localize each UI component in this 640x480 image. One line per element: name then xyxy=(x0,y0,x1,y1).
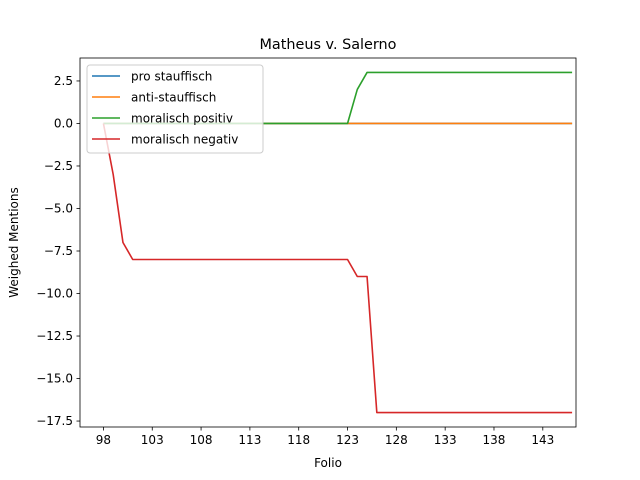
legend-label-1: anti-stauffisch xyxy=(131,90,216,104)
series-line-2 xyxy=(103,71,573,125)
series-line-3 xyxy=(102,123,573,414)
x-axis-label: Folio xyxy=(314,456,342,470)
y-tick-label-8: −17.5 xyxy=(36,414,73,428)
y-tick-label-7: −15.0 xyxy=(36,372,73,386)
x-tick-label-6: 128 xyxy=(385,433,408,447)
y-tick-label-1: 0.0 xyxy=(54,117,73,131)
x-axis: 98 103 108 113 118 123 128 133 138 143 xyxy=(96,427,554,447)
y-tick-label-0: 2.5 xyxy=(54,74,73,88)
x-tick-label-7: 133 xyxy=(434,433,457,447)
y-tick-label-5: −10.0 xyxy=(36,287,73,301)
x-tick-label-0: 98 xyxy=(96,433,111,447)
x-tick-label-2: 108 xyxy=(190,433,213,447)
y-tick-label-3: −5.0 xyxy=(44,202,73,216)
x-tick-label-1: 103 xyxy=(141,433,164,447)
legend: pro stauffisch anti-stauffisch moralisch p… xyxy=(86,64,264,154)
x-tick-label-5: 123 xyxy=(336,433,359,447)
legend-label-0: pro stauffisch xyxy=(131,69,212,83)
x-tick-label-9: 143 xyxy=(531,433,554,447)
x-tick-label-3: 113 xyxy=(238,433,261,447)
legend-label-2: moralisch positiv xyxy=(131,111,233,125)
y-tick-label-2: −2.5 xyxy=(44,159,73,173)
legend-label-3: moralisch negativ xyxy=(131,132,238,146)
y-axis: 2.5 0.0 −2.5 −5.0 −7.5 −10.0 −12.5 −15.0 −17.5 xyxy=(36,74,80,428)
x-tick-label-8: 138 xyxy=(483,433,506,447)
y-tick-label-6: −12.5 xyxy=(36,329,73,343)
plot-frame xyxy=(79,57,577,428)
y-tick-label-4: −7.5 xyxy=(44,244,73,258)
y-axis-label: Weighed Mentions xyxy=(7,187,21,298)
chart-title: Matheus v. Salerno xyxy=(260,37,397,53)
legend-box xyxy=(86,64,264,154)
x-tick-label-4: 118 xyxy=(287,433,310,447)
